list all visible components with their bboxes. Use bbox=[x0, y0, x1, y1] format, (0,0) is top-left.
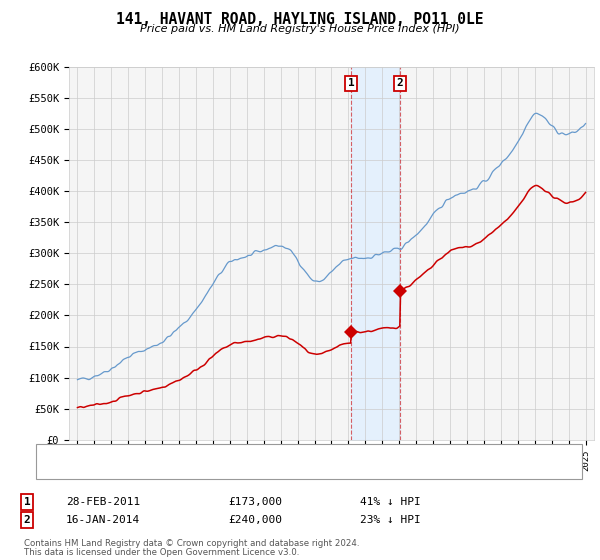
Text: £173,000: £173,000 bbox=[228, 497, 282, 507]
Text: 41% ↓ HPI: 41% ↓ HPI bbox=[360, 497, 421, 507]
Text: 2: 2 bbox=[397, 78, 403, 88]
Text: 16-JAN-2014: 16-JAN-2014 bbox=[66, 515, 140, 525]
Text: This data is licensed under the Open Government Licence v3.0.: This data is licensed under the Open Gov… bbox=[24, 548, 299, 557]
Text: 2: 2 bbox=[23, 515, 31, 525]
Text: Contains HM Land Registry data © Crown copyright and database right 2024.: Contains HM Land Registry data © Crown c… bbox=[24, 539, 359, 548]
Text: ——: —— bbox=[48, 447, 63, 460]
Text: £240,000: £240,000 bbox=[228, 515, 282, 525]
Text: 28-FEB-2011: 28-FEB-2011 bbox=[66, 497, 140, 507]
Text: 23% ↓ HPI: 23% ↓ HPI bbox=[360, 515, 421, 525]
Text: 141, HAVANT ROAD, HAYLING ISLAND, PO11 0LE (detached house): 141, HAVANT ROAD, HAYLING ISLAND, PO11 0… bbox=[81, 449, 435, 459]
Text: 1: 1 bbox=[348, 78, 355, 88]
Text: Price paid vs. HM Land Registry's House Price Index (HPI): Price paid vs. HM Land Registry's House … bbox=[140, 24, 460, 34]
Text: 1: 1 bbox=[23, 497, 31, 507]
Text: ——: —— bbox=[48, 463, 63, 475]
Text: 141, HAVANT ROAD, HAYLING ISLAND, PO11 0LE: 141, HAVANT ROAD, HAYLING ISLAND, PO11 0… bbox=[116, 12, 484, 27]
Text: HPI: Average price, detached house, Havant: HPI: Average price, detached house, Hava… bbox=[81, 464, 333, 474]
